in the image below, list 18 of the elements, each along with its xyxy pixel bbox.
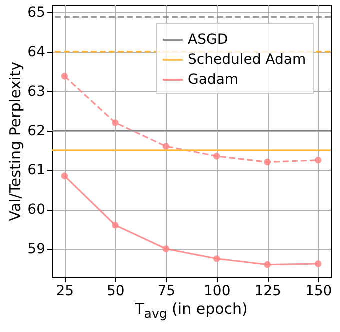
legend-label: ASGD (188, 32, 228, 48)
legend-label: Gadam (188, 72, 239, 88)
x-tick-label: 150 (305, 284, 332, 300)
x-tick-label: 25 (56, 284, 74, 300)
legend-label: Scheduled Adam (188, 52, 306, 68)
x-tick-label: 75 (158, 284, 176, 300)
y-tick-label: 64 (28, 44, 46, 60)
y-tick-label: 60 (28, 202, 46, 218)
x-tick-label: 100 (204, 284, 231, 300)
x-axis-title: T$_{avg}$ (in epoch) (134, 300, 249, 323)
y-tick-label: 65 (28, 4, 46, 21)
y-tick-label: 59 (28, 242, 46, 258)
y-axis-title: Val/Testing Perplexity (6, 62, 25, 222)
y-tick-label: 63 (28, 84, 46, 100)
x-tick-label: 50 (106, 284, 125, 300)
x-tick-label: 125 (254, 284, 282, 300)
y-tick-label: 61 (28, 162, 46, 179)
y-tick-label: 62 (28, 123, 46, 140)
